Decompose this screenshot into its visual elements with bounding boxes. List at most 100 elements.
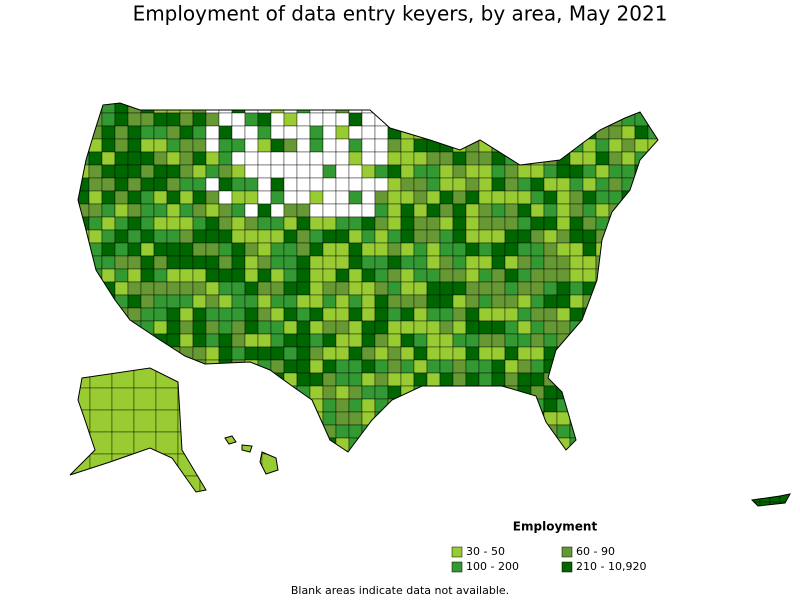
map-area xyxy=(270,294,285,309)
map-area xyxy=(114,294,129,309)
map-area xyxy=(543,164,558,179)
map-area xyxy=(569,164,584,179)
map-area xyxy=(413,411,428,426)
map-area xyxy=(504,411,519,426)
map-area xyxy=(621,411,636,426)
map-area xyxy=(517,229,532,244)
map-area xyxy=(595,307,610,322)
map-area xyxy=(595,281,610,296)
map-area xyxy=(231,411,246,426)
us-outline xyxy=(77,102,659,453)
map-area xyxy=(439,255,454,270)
map-area xyxy=(759,501,771,506)
map-area xyxy=(621,307,636,322)
map-area xyxy=(517,411,532,426)
map-area xyxy=(322,424,337,439)
map-area xyxy=(111,368,135,389)
map-area xyxy=(647,268,658,283)
map-area xyxy=(257,242,272,257)
map-area xyxy=(465,125,480,140)
map-area xyxy=(205,229,220,244)
map-area xyxy=(166,216,181,231)
map-area xyxy=(556,294,571,309)
map-area xyxy=(241,473,263,474)
map-area xyxy=(387,281,402,296)
map-area xyxy=(127,294,142,309)
map-area xyxy=(322,177,337,192)
map-area xyxy=(374,229,389,244)
map-area xyxy=(166,307,181,322)
map-area xyxy=(530,411,545,426)
map-area xyxy=(621,450,636,452)
map-area xyxy=(491,294,506,309)
map-area xyxy=(647,385,658,400)
map-area xyxy=(78,359,90,374)
map-area xyxy=(270,268,285,283)
map-area xyxy=(661,126,674,139)
map-area xyxy=(517,103,532,114)
map-area xyxy=(556,203,571,218)
map-area xyxy=(361,281,376,296)
map-area xyxy=(177,368,201,389)
map-area xyxy=(647,398,658,413)
map-area xyxy=(478,411,493,426)
map-area xyxy=(569,294,584,309)
map-area xyxy=(348,103,363,114)
map-area xyxy=(296,203,311,218)
map-area xyxy=(322,112,337,127)
map-area xyxy=(361,229,376,244)
map-area xyxy=(218,190,233,205)
map-area xyxy=(218,398,233,413)
map-area xyxy=(322,320,337,335)
map-area xyxy=(569,372,584,387)
map-area xyxy=(179,125,194,140)
map-area xyxy=(478,268,493,283)
map-area xyxy=(582,450,597,452)
map-area xyxy=(335,164,350,179)
map-area xyxy=(452,333,467,348)
map-area xyxy=(231,125,246,140)
map-area xyxy=(439,385,454,400)
map-area xyxy=(348,164,363,179)
map-area xyxy=(789,501,790,506)
map-area xyxy=(504,190,519,205)
map-area xyxy=(348,450,363,452)
map-area xyxy=(296,151,311,166)
map-area xyxy=(374,385,389,400)
map-area xyxy=(78,103,90,114)
map-area xyxy=(400,372,415,387)
map-area xyxy=(78,255,90,270)
map-area xyxy=(439,229,454,244)
map-area xyxy=(759,494,771,503)
map-area xyxy=(426,125,441,140)
map-area xyxy=(647,216,658,231)
map-area xyxy=(348,151,363,166)
map-area xyxy=(530,190,545,205)
map-area xyxy=(582,112,597,127)
map-area xyxy=(192,229,207,244)
map-area xyxy=(530,424,545,439)
map-area xyxy=(127,307,142,322)
map-area xyxy=(283,359,298,374)
map-area xyxy=(556,372,571,387)
map-area xyxy=(439,450,454,452)
map-area xyxy=(647,242,658,257)
map-area xyxy=(452,255,467,270)
map-area xyxy=(348,372,363,387)
map-area xyxy=(478,437,493,452)
map-area xyxy=(491,112,506,127)
map-area xyxy=(231,216,246,231)
map-area xyxy=(374,450,389,452)
map-area xyxy=(491,125,506,140)
map-area xyxy=(661,152,674,165)
map-area xyxy=(543,177,558,192)
legend-swatch xyxy=(561,546,573,558)
map-area xyxy=(179,203,194,218)
map-area xyxy=(283,281,298,296)
map-area xyxy=(465,346,480,361)
map-area xyxy=(231,346,246,361)
map-area xyxy=(218,177,233,192)
map-area xyxy=(88,229,103,244)
map-area xyxy=(647,424,658,439)
map-area xyxy=(374,307,389,322)
